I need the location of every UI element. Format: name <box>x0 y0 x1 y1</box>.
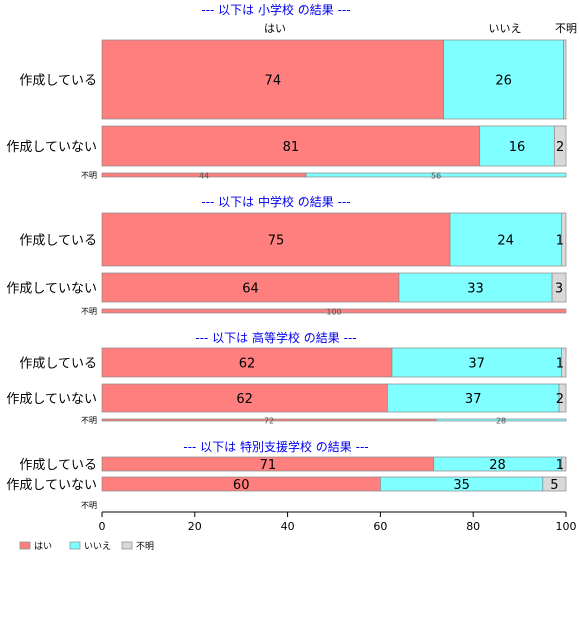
data-label: 56 <box>431 172 441 181</box>
bar-segment-no <box>398 272 553 303</box>
data-label: 28 <box>496 417 506 426</box>
bar-segment-yes <box>101 272 400 303</box>
bar-segment-unknown <box>553 125 567 167</box>
data-label: 64 <box>242 282 259 297</box>
data-label: 2 <box>556 140 564 155</box>
data-label: 72 <box>264 417 274 426</box>
legend-label: はい <box>34 541 52 552</box>
panel-title: --- 以下は 中学校 の結果 --- <box>201 194 350 209</box>
data-label: 1 <box>556 458 564 473</box>
row-label: 作成している <box>19 357 97 372</box>
row-label: 作成している <box>19 458 97 473</box>
x-tick-label: 0 <box>99 520 106 533</box>
x-tick-label: 60 <box>373 520 387 533</box>
top-label-unknown: 不明 <box>555 22 577 35</box>
bar-segment-no <box>391 347 562 378</box>
row-label: 不明 <box>81 171 97 180</box>
legend-label: いいえ <box>84 541 111 552</box>
data-label: 1 <box>556 234 564 249</box>
x-tick-label: 80 <box>466 520 480 533</box>
panel-title: --- 以下は 小学校 の結果 --- <box>201 2 350 17</box>
row-label: 不明 <box>81 307 97 316</box>
bar-segment-unknown <box>558 383 567 413</box>
bar-segment-unknown <box>561 347 567 378</box>
data-label: 28 <box>489 458 506 473</box>
top-label-yes: はい <box>264 22 286 35</box>
bar-segment-no <box>305 172 567 178</box>
legend-label: 不明 <box>136 541 154 552</box>
bar-segment-no <box>479 125 555 167</box>
bar-segment-yes <box>101 308 567 314</box>
legend-swatch <box>69 541 81 550</box>
bar-segment-unknown <box>561 212 567 267</box>
data-label: 60 <box>233 478 250 493</box>
row-label: 作成している <box>19 74 97 89</box>
data-label: 71 <box>260 458 277 473</box>
bar-segment-unknown <box>551 272 567 303</box>
bar-segment-no <box>449 212 562 267</box>
data-label: 3 <box>555 282 563 297</box>
data-label: 74 <box>265 74 282 89</box>
x-tick-label: 20 <box>188 520 202 533</box>
row-label: 作成していない <box>6 478 97 493</box>
data-label: 37 <box>465 392 482 407</box>
data-label: 5 <box>550 478 558 493</box>
bar-segment-no <box>435 418 567 422</box>
data-label: 35 <box>453 478 470 493</box>
row-label: 不明 <box>81 501 97 510</box>
panel-title: --- 以下は 高等学校 の結果 --- <box>195 330 356 345</box>
legend-swatch <box>121 541 133 550</box>
data-label: 44 <box>199 172 209 181</box>
panel-title: --- 以下は 特別支援学校 の結果 --- <box>183 439 368 454</box>
bar-segment-yes <box>101 212 451 267</box>
bar-segment-unknown <box>561 456 567 472</box>
data-label: 26 <box>495 74 512 89</box>
data-label: 24 <box>497 234 514 249</box>
data-label: 100 <box>326 308 341 317</box>
data-label: 2 <box>556 392 564 407</box>
bar-segment-yes <box>101 125 481 167</box>
row-label: 作成していない <box>6 282 97 297</box>
data-label: 33 <box>467 282 484 297</box>
data-label: 37 <box>468 357 485 372</box>
bar-segment-unknown <box>563 39 567 120</box>
bar-segment-no <box>443 39 565 120</box>
bar-segment-yes <box>101 39 445 120</box>
x-tick-label: 40 <box>281 520 295 533</box>
data-label: 1 <box>556 357 564 372</box>
row-label: 作成していない <box>6 140 97 155</box>
legend-swatch <box>19 541 31 550</box>
row-label: 作成していない <box>6 392 97 407</box>
data-label: 62 <box>239 357 256 372</box>
data-label: 62 <box>236 392 253 407</box>
data-label: 75 <box>268 234 285 249</box>
bar-segment-unknown <box>542 476 567 492</box>
row-label: 不明 <box>81 416 97 425</box>
top-label-no: いいえ <box>489 22 522 35</box>
row-label: 作成している <box>19 234 97 249</box>
x-tick-label: 100 <box>556 520 577 533</box>
data-label: 81 <box>283 140 300 155</box>
bar-segment-yes <box>101 383 388 413</box>
data-label: 16 <box>509 140 526 155</box>
